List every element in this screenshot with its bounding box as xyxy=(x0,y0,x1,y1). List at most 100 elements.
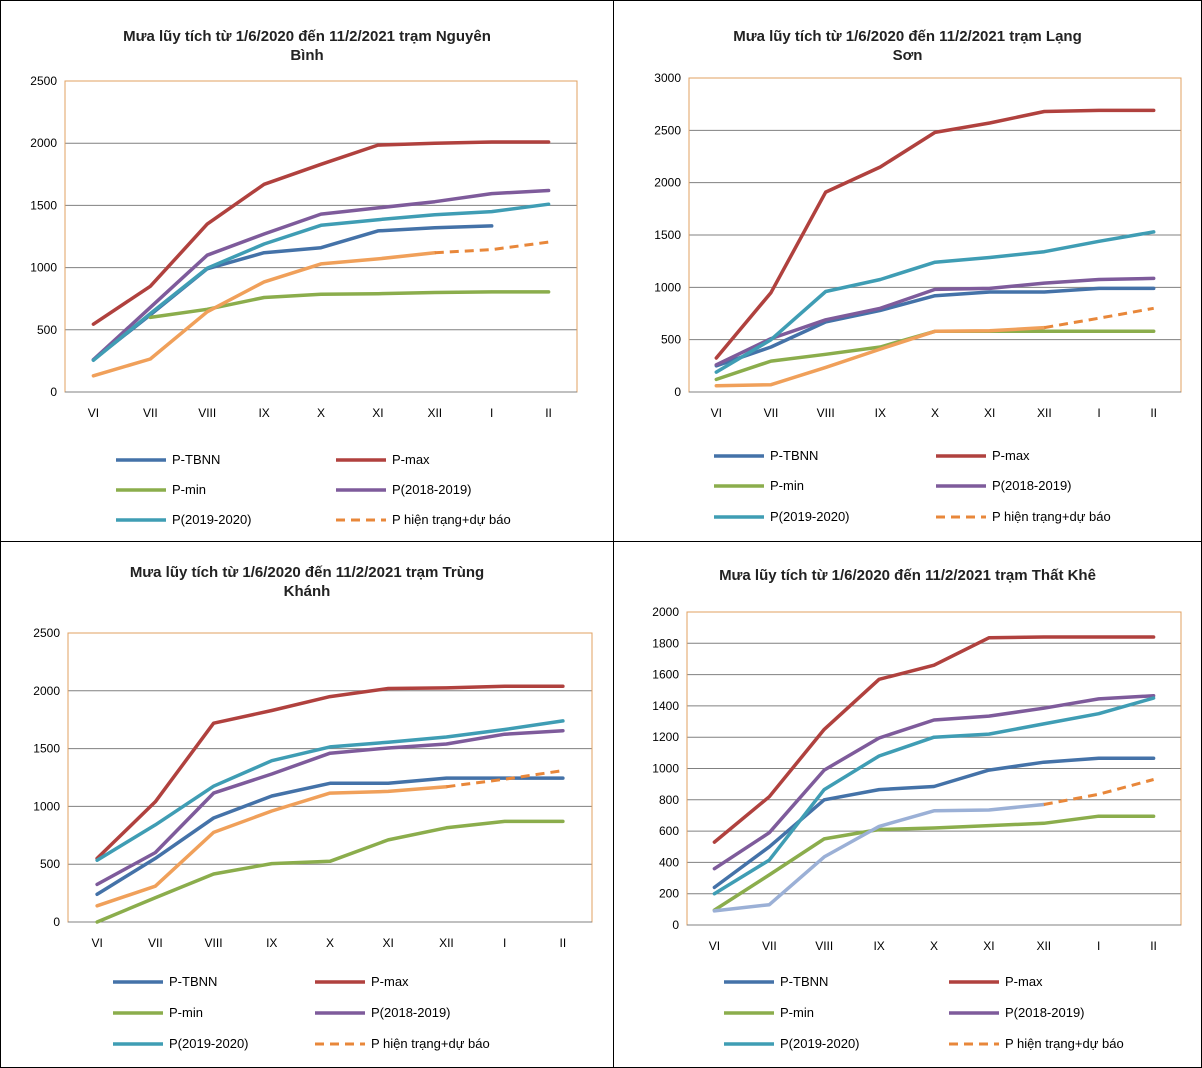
chart-panel-3: Mưa lũy tích từ 1/6/2020 đến 11/2/2021 t… xyxy=(0,541,614,1068)
x-tick-label: VIII xyxy=(817,406,835,420)
x-tick-label: VI xyxy=(88,406,99,420)
y-tick-label: 1800 xyxy=(652,636,679,650)
legend-label: P-max xyxy=(992,448,1030,463)
series-line xyxy=(95,719,565,862)
chart-panel-1: Mưa lũy tích từ 1/6/2020 đến 11/2/2021 t… xyxy=(0,0,614,542)
y-tick-label: 400 xyxy=(659,855,679,869)
series-line xyxy=(91,140,551,326)
y-tick-label: 2000 xyxy=(654,176,681,190)
chart-title: Mưa lũy tích từ 1/6/2020 đến 11/2/2021 t… xyxy=(130,564,484,600)
chart-svg: Mưa lũy tích từ 1/6/2020 đến 11/2/2021 t… xyxy=(30,28,578,527)
series-line xyxy=(712,693,1156,871)
chart-title-line: Mưa lũy tích từ 1/6/2020 đến 11/2/2021 t… xyxy=(130,564,484,581)
series-line xyxy=(91,188,551,362)
legend-label: P hiện trạng+dự báo xyxy=(992,509,1111,524)
chart-title-line: Sơn xyxy=(893,47,923,64)
chart-title: Mưa lũy tích từ 1/6/2020 đến 11/2/2021 t… xyxy=(123,28,491,64)
series-line xyxy=(434,240,549,255)
legend-label: P-max xyxy=(1005,974,1043,989)
series-line xyxy=(1044,306,1154,330)
y-tick-label: 1000 xyxy=(652,762,679,776)
x-tick-label: VII xyxy=(143,406,158,420)
x-tick-label: IX xyxy=(873,939,884,953)
y-tick-label: 1500 xyxy=(33,742,60,756)
series-line xyxy=(95,819,565,924)
y-tick-label: 1400 xyxy=(652,699,679,713)
y-tick-label: 600 xyxy=(659,824,679,838)
series-line xyxy=(714,276,1156,367)
series-line xyxy=(91,250,437,378)
x-tick-label: IX xyxy=(875,406,886,420)
series-line xyxy=(95,684,565,861)
x-tick-label: II xyxy=(545,406,552,420)
chart-svg: Mưa lũy tích từ 1/6/2020 đến 11/2/2021 t… xyxy=(652,567,1182,1051)
y-tick-label: 1500 xyxy=(654,228,681,242)
x-tick-label: II xyxy=(1150,406,1157,420)
x-tick-label: VII xyxy=(762,939,777,953)
series-line xyxy=(714,286,1156,368)
legend-label: P-min xyxy=(169,1005,203,1020)
series-line xyxy=(712,635,1156,844)
series-line xyxy=(95,784,449,908)
series-line xyxy=(1043,778,1154,806)
x-tick-label: X xyxy=(930,939,938,953)
x-tick-label: IX xyxy=(266,936,277,950)
y-tick-label: 500 xyxy=(661,333,681,347)
x-tick-label: X xyxy=(326,936,334,950)
y-tick-label: 200 xyxy=(659,887,679,901)
series-line xyxy=(95,728,565,887)
chart-title-line: Mưa lũy tích từ 1/6/2020 đến 11/2/2021 t… xyxy=(733,28,1082,45)
series-line xyxy=(95,776,565,897)
y-tick-label: 0 xyxy=(50,385,57,399)
chart-svg: Mưa lũy tích từ 1/6/2020 đến 11/2/2021 t… xyxy=(654,28,1182,524)
x-tick-label: X xyxy=(931,406,939,420)
chart-title: Mưa lũy tích từ 1/6/2020 đến 11/2/2021 t… xyxy=(719,567,1096,584)
x-tick-label: VIII xyxy=(198,406,216,420)
legend-label: P hiện trạng+dự báo xyxy=(1005,1036,1124,1051)
x-tick-label: II xyxy=(1150,939,1157,953)
series-line xyxy=(714,325,1047,388)
x-tick-label: I xyxy=(490,406,493,420)
x-tick-label: I xyxy=(1097,939,1100,953)
y-tick-label: 1600 xyxy=(652,668,679,682)
legend-label: P(2018-2019) xyxy=(992,478,1072,493)
series-line xyxy=(714,329,1156,382)
x-tick-label: XII xyxy=(439,936,454,950)
series-line xyxy=(712,696,1156,896)
chart-title-line: Mưa lũy tích từ 1/6/2020 đến 11/2/2021 t… xyxy=(123,28,491,45)
x-tick-label: X xyxy=(317,406,325,420)
chart-title-line: Mưa lũy tích từ 1/6/2020 đến 11/2/2021 t… xyxy=(719,567,1096,584)
y-tick-label: 2500 xyxy=(654,123,681,137)
plot-area-border xyxy=(64,80,578,393)
chart-panel-4: Mưa lũy tích từ 1/6/2020 đến 11/2/2021 t… xyxy=(613,541,1202,1068)
x-tick-label: VI xyxy=(91,936,102,950)
legend-label: P(2018-2019) xyxy=(1005,1005,1085,1020)
x-tick-label: XI xyxy=(372,406,383,420)
x-tick-label: I xyxy=(503,936,506,950)
chart-title: Mưa lũy tích từ 1/6/2020 đến 11/2/2021 t… xyxy=(733,28,1082,64)
legend-label: P-TBNN xyxy=(172,452,220,467)
y-tick-label: 1000 xyxy=(33,799,60,813)
series-line xyxy=(712,802,1046,913)
chart-panel-2: Mưa lũy tích từ 1/6/2020 đến 11/2/2021 t… xyxy=(613,0,1202,542)
x-tick-label: XI xyxy=(983,939,994,953)
legend-label: P-TBNN xyxy=(780,974,828,989)
y-tick-label: 1000 xyxy=(30,261,57,275)
x-tick-label: VII xyxy=(764,406,779,420)
x-tick-label: VI xyxy=(709,939,720,953)
x-tick-label: XII xyxy=(1037,406,1052,420)
y-tick-label: 800 xyxy=(659,793,679,807)
y-tick-label: 2000 xyxy=(30,136,57,150)
legend-label: P(2018-2019) xyxy=(392,482,472,497)
x-tick-label: XII xyxy=(427,406,442,420)
legend-label: P(2019-2020) xyxy=(169,1036,249,1051)
legend-label: P-max xyxy=(371,974,409,989)
legend-label: P-max xyxy=(392,452,430,467)
series-line xyxy=(714,230,1156,374)
legend-label: P-min xyxy=(770,478,804,493)
y-tick-label: 1500 xyxy=(30,198,57,212)
x-tick-label: XI xyxy=(984,406,995,420)
legend-label: P-TBNN xyxy=(770,448,818,463)
y-tick-label: 2500 xyxy=(33,626,60,640)
series-line xyxy=(712,756,1156,890)
